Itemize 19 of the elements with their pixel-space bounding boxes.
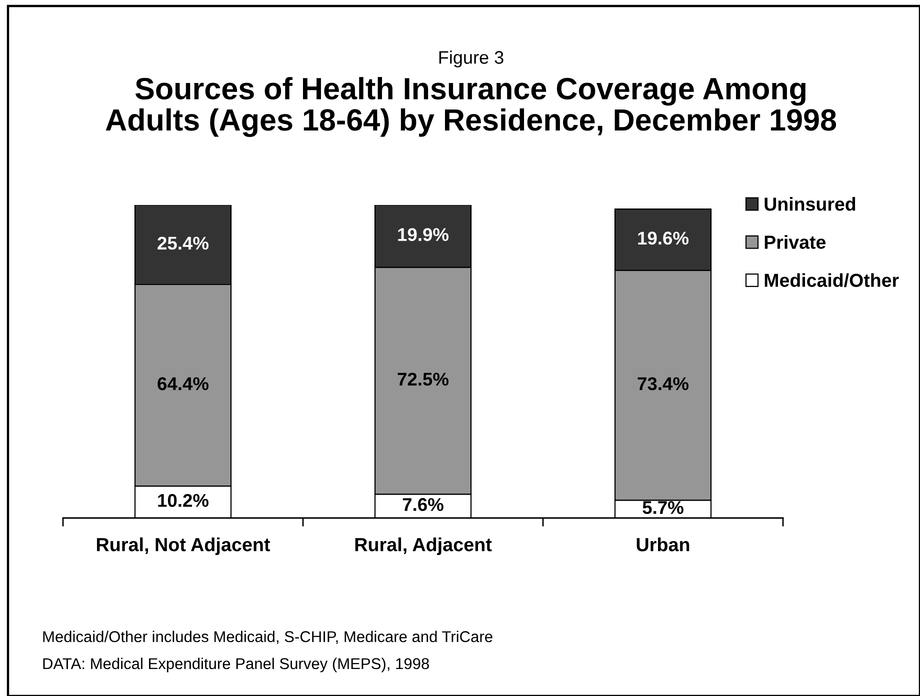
data-label: 73.4% (638, 377, 689, 390)
text: Medicaid/Other includes Medicaid, S-CHIP, Medicare and TriCare (43, 630, 492, 644)
data-label: 10.2% (158, 494, 209, 507)
chart-subtitle: Figure 3 (439, 50, 504, 68)
x-tick-label: Urban (636, 537, 690, 552)
legend-label: Medicaid/Other (764, 273, 899, 288)
data-label: 64.4% (158, 377, 209, 390)
data-label: 72.5% (398, 372, 449, 386)
data-label: 25.4% (158, 236, 209, 250)
data-label: 19.9% (398, 228, 449, 242)
text: DATA: Medical Expenditure Panel Survey (MEPS), 1998 (43, 658, 429, 672)
chart-title: Sources of Health Insurance Coverage Among Adults (Ages 18-64) by Residence, December 1998 (106, 77, 836, 137)
legend-label: Private (764, 235, 826, 249)
data-label: 5.7% (642, 501, 684, 514)
x-tick-label: Rural, Adjacent (355, 537, 492, 556)
data-label: 7.6% (402, 498, 444, 512)
legend-label: Uninsured (764, 197, 856, 211)
data-label: 19.6% (638, 232, 689, 245)
x-tick-label: Rural, Not Adjacent (96, 537, 270, 556)
